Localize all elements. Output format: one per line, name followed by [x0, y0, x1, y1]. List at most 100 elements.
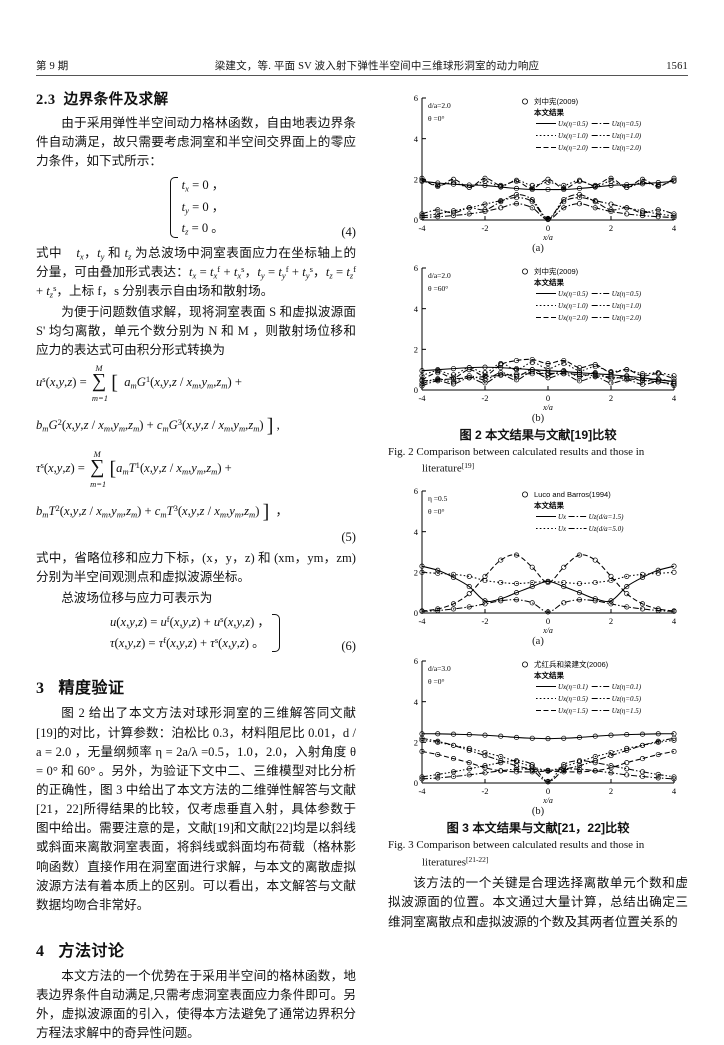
chart-fig3b: 0 2 4 6 -4 -2 0 2 4 x/a d/a=3.0 θ =0° 尤红兵和梁建文(2006) 本… — [392, 651, 682, 809]
figure-3-caption-cn: 图 3 本文结果与文献[21，22]比较 — [446, 821, 630, 836]
svg-text:x/a: x/a — [542, 403, 553, 412]
left-column: 2.3 边界条件及求解 由于采用弹性半空间动力格林函数，自由地表边界条件自动满足，… — [36, 88, 356, 1045]
svg-text:Ux(η=0.5): Ux(η=0.5) — [558, 290, 588, 298]
svg-text:本文结果: 本文结果 — [533, 107, 564, 117]
svg-text:6: 6 — [414, 486, 418, 496]
svg-text:Ux: Ux — [558, 513, 567, 521]
panel-label-fig3a: (a) — [532, 636, 544, 648]
svg-text:2: 2 — [414, 738, 418, 748]
svg-text:6: 6 — [414, 93, 418, 103]
equation-4-number: (4) — [341, 224, 356, 239]
svg-text:Ux(η=0.5): Ux(η=0.5) — [558, 695, 588, 703]
svg-text:Luco and Barros(1994): Luco and Barros(1994) — [534, 490, 611, 499]
chart-fig3a: 0 2 4 6 -4 -2 0 2 4 x/a η =0.5 θ =0° Luco and Barros… — [392, 481, 682, 639]
svg-text:Uz(η=1.0): Uz(η=1.0) — [612, 132, 642, 140]
svg-text:2: 2 — [609, 616, 613, 626]
svg-text:Ux(η=2.0): Ux(η=2.0) — [558, 144, 588, 152]
svg-text:Uz(η=2.0): Uz(η=2.0) — [612, 314, 642, 322]
right-column: 0 2 4 6 -4 -2 0 2 4 x/a d/a=2.0 θ =0° 刘中宪(2009) 本文结果 U… — [388, 88, 688, 933]
svg-text:Uz(d/a=5.0): Uz(d/a=5.0) — [589, 525, 625, 533]
equation-6: u(x,y,z) = uf(x,y,z) + us(x,y,z) ， τ(x,y… — [36, 612, 356, 655]
paragraph-accuracy-validation: 图 2 给出了本文方法对球形洞室的三维解答同文献[19]的对比，计算参数：泊松比… — [36, 706, 356, 912]
figure-3-caption-en: Fig. 3 Comparison between calculated res… — [388, 839, 645, 852]
svg-text:-2: -2 — [481, 393, 488, 403]
svg-text:0: 0 — [546, 223, 550, 233]
svg-text:4: 4 — [672, 616, 677, 626]
panel-label-fig3b: (b) — [531, 806, 545, 818]
svg-text:4: 4 — [414, 304, 419, 314]
svg-text:2: 2 — [609, 223, 613, 233]
paper-page: 第 9 期 梁建文，等. 平面 SV 波入射下弹性半空间中三维球形洞室的动力响应… — [36, 58, 688, 1041]
equation-4-brace: tx = 0 ， ty = 0 ， tz = 0 。 — [168, 175, 224, 239]
svg-text:0: 0 — [546, 786, 550, 796]
svg-text:0: 0 — [414, 215, 418, 225]
svg-text:θ =60°: θ =60° — [428, 284, 448, 293]
svg-text:-2: -2 — [481, 616, 488, 626]
svg-text:4: 4 — [414, 134, 419, 144]
section-3-title: 精度验证 — [58, 680, 125, 698]
running-head: 第 9 期 梁建文，等. 平面 SV 波入射下弹性半空间中三维球形洞室的动力响应… — [36, 58, 688, 73]
svg-text:-2: -2 — [481, 223, 488, 233]
svg-text:刘中宪(2009): 刘中宪(2009) — [534, 96, 579, 106]
svg-text:0: 0 — [414, 385, 418, 395]
svg-text:x/a: x/a — [542, 796, 553, 805]
figure-3-caption-ref: [21-22] — [465, 854, 489, 864]
equation-5-number: (5) — [341, 530, 356, 545]
svg-text:Ux(η=1.5): Ux(η=1.5) — [558, 707, 588, 715]
svg-text:-4: -4 — [418, 786, 426, 796]
svg-text:2: 2 — [609, 786, 613, 796]
paragraph-stress-components: 式中 tx，ty 和 tz 为总波场中洞室表面应力在坐标轴上的分量，可由叠加形式… — [36, 245, 357, 300]
stress-text-lead: 式中 — [36, 245, 63, 260]
svg-text:Uz(η=0.1): Uz(η=0.1) — [612, 683, 642, 691]
figure-3-caption-en-2-text: literatures — [422, 855, 466, 868]
svg-text:Ux(η=0.5): Ux(η=0.5) — [558, 120, 588, 128]
paragraph-boundary-conditions: 由于采用弹性半空间动力格林函数，自由地表边界条件自动满足，故只需要考虑洞室和半空… — [36, 116, 356, 169]
header-rule — [36, 75, 688, 76]
figure-2-caption-ref: [19] — [461, 461, 475, 471]
svg-text:0: 0 — [546, 393, 550, 403]
svg-text:Uz(η=0.5): Uz(η=0.5) — [612, 290, 642, 298]
svg-text:θ =0°: θ =0° — [428, 677, 444, 686]
equation-6-brace: u(x,y,z) = uf(x,y,z) + us(x,y,z) ， τ(x,y… — [110, 612, 282, 655]
svg-text:Ux(η=1.0): Ux(η=1.0) — [558, 132, 588, 140]
svg-text:Uz(η=1.0): Uz(η=1.0) — [612, 302, 642, 310]
section-2-3-number: 2.3 — [36, 92, 56, 108]
svg-text:4: 4 — [672, 393, 677, 403]
svg-text:Ux(η=2.0): Ux(η=2.0) — [558, 314, 588, 322]
paragraph-method-discussion: 本文方法的一个优势在于采用半空间的格林函数，地表边界条件自动满足,只需考虑洞室表… — [36, 969, 356, 1041]
svg-text:0: 0 — [414, 778, 418, 788]
svg-text:d/a=3.0: d/a=3.0 — [428, 664, 451, 673]
svg-text:尤红兵和梁建文(2006): 尤红兵和梁建文(2006) — [534, 659, 609, 669]
figure-3-caption-en-2: literatures[21-22] — [422, 855, 688, 871]
svg-text:Ux: Ux — [558, 525, 567, 533]
svg-text:本文结果: 本文结果 — [533, 500, 564, 510]
svg-text:x/a: x/a — [542, 233, 553, 242]
svg-text:d/a=2.0: d/a=2.0 — [428, 101, 451, 110]
svg-text:2: 2 — [609, 393, 613, 403]
svg-text:4: 4 — [672, 786, 677, 796]
svg-text:Uz(η=2.0): Uz(η=2.0) — [612, 144, 642, 152]
section-4-number: 4 — [36, 943, 45, 961]
svg-text:6: 6 — [414, 656, 418, 666]
figure-2: 0 2 4 6 -4 -2 0 2 4 x/a d/a=2.0 θ =0° 刘中宪(2009) 本文结果 U… — [388, 88, 688, 477]
svg-text:4: 4 — [672, 223, 677, 233]
equation-6-number: (6) — [341, 639, 356, 654]
svg-text:d/a=2.0: d/a=2.0 — [428, 271, 451, 280]
svg-text:0: 0 — [546, 616, 550, 626]
section-3-heading: 3 精度验证 — [36, 674, 356, 698]
svg-text:Uz(η=0.5): Uz(η=0.5) — [612, 695, 642, 703]
section-2-3-heading: 2.3 边界条件及求解 — [36, 88, 356, 109]
svg-text:-4: -4 — [418, 616, 426, 626]
chart-fig2a: 0 2 4 6 -4 -2 0 2 4 x/a d/a=2.0 θ =0° 刘中宪(2009) 本文结果 U… — [392, 88, 682, 246]
svg-text:θ =0°: θ =0° — [428, 507, 444, 516]
figure-2-caption-en-2-text: literature — [422, 462, 462, 475]
figure-2-caption-en: Fig. 2 Comparison between calculated res… — [388, 446, 645, 458]
panel-label-fig2b: (b) — [531, 413, 545, 424]
svg-text:η =0.5: η =0.5 — [428, 494, 448, 503]
svg-text:Uz(η=0.5): Uz(η=0.5) — [612, 120, 642, 128]
paragraph-total-field: 总波场位移与应力可表示为 — [61, 590, 213, 605]
paragraph-discretization: 为便于问题数值求解，现将洞室表面 S 和虚拟波源面 S' 均匀离散，单元个数分别… — [36, 304, 356, 358]
section-4-title: 方法讨论 — [58, 943, 125, 961]
svg-text:刘中宪(2009): 刘中宪(2009) — [534, 266, 579, 276]
page-number: 1561 — [666, 61, 688, 72]
